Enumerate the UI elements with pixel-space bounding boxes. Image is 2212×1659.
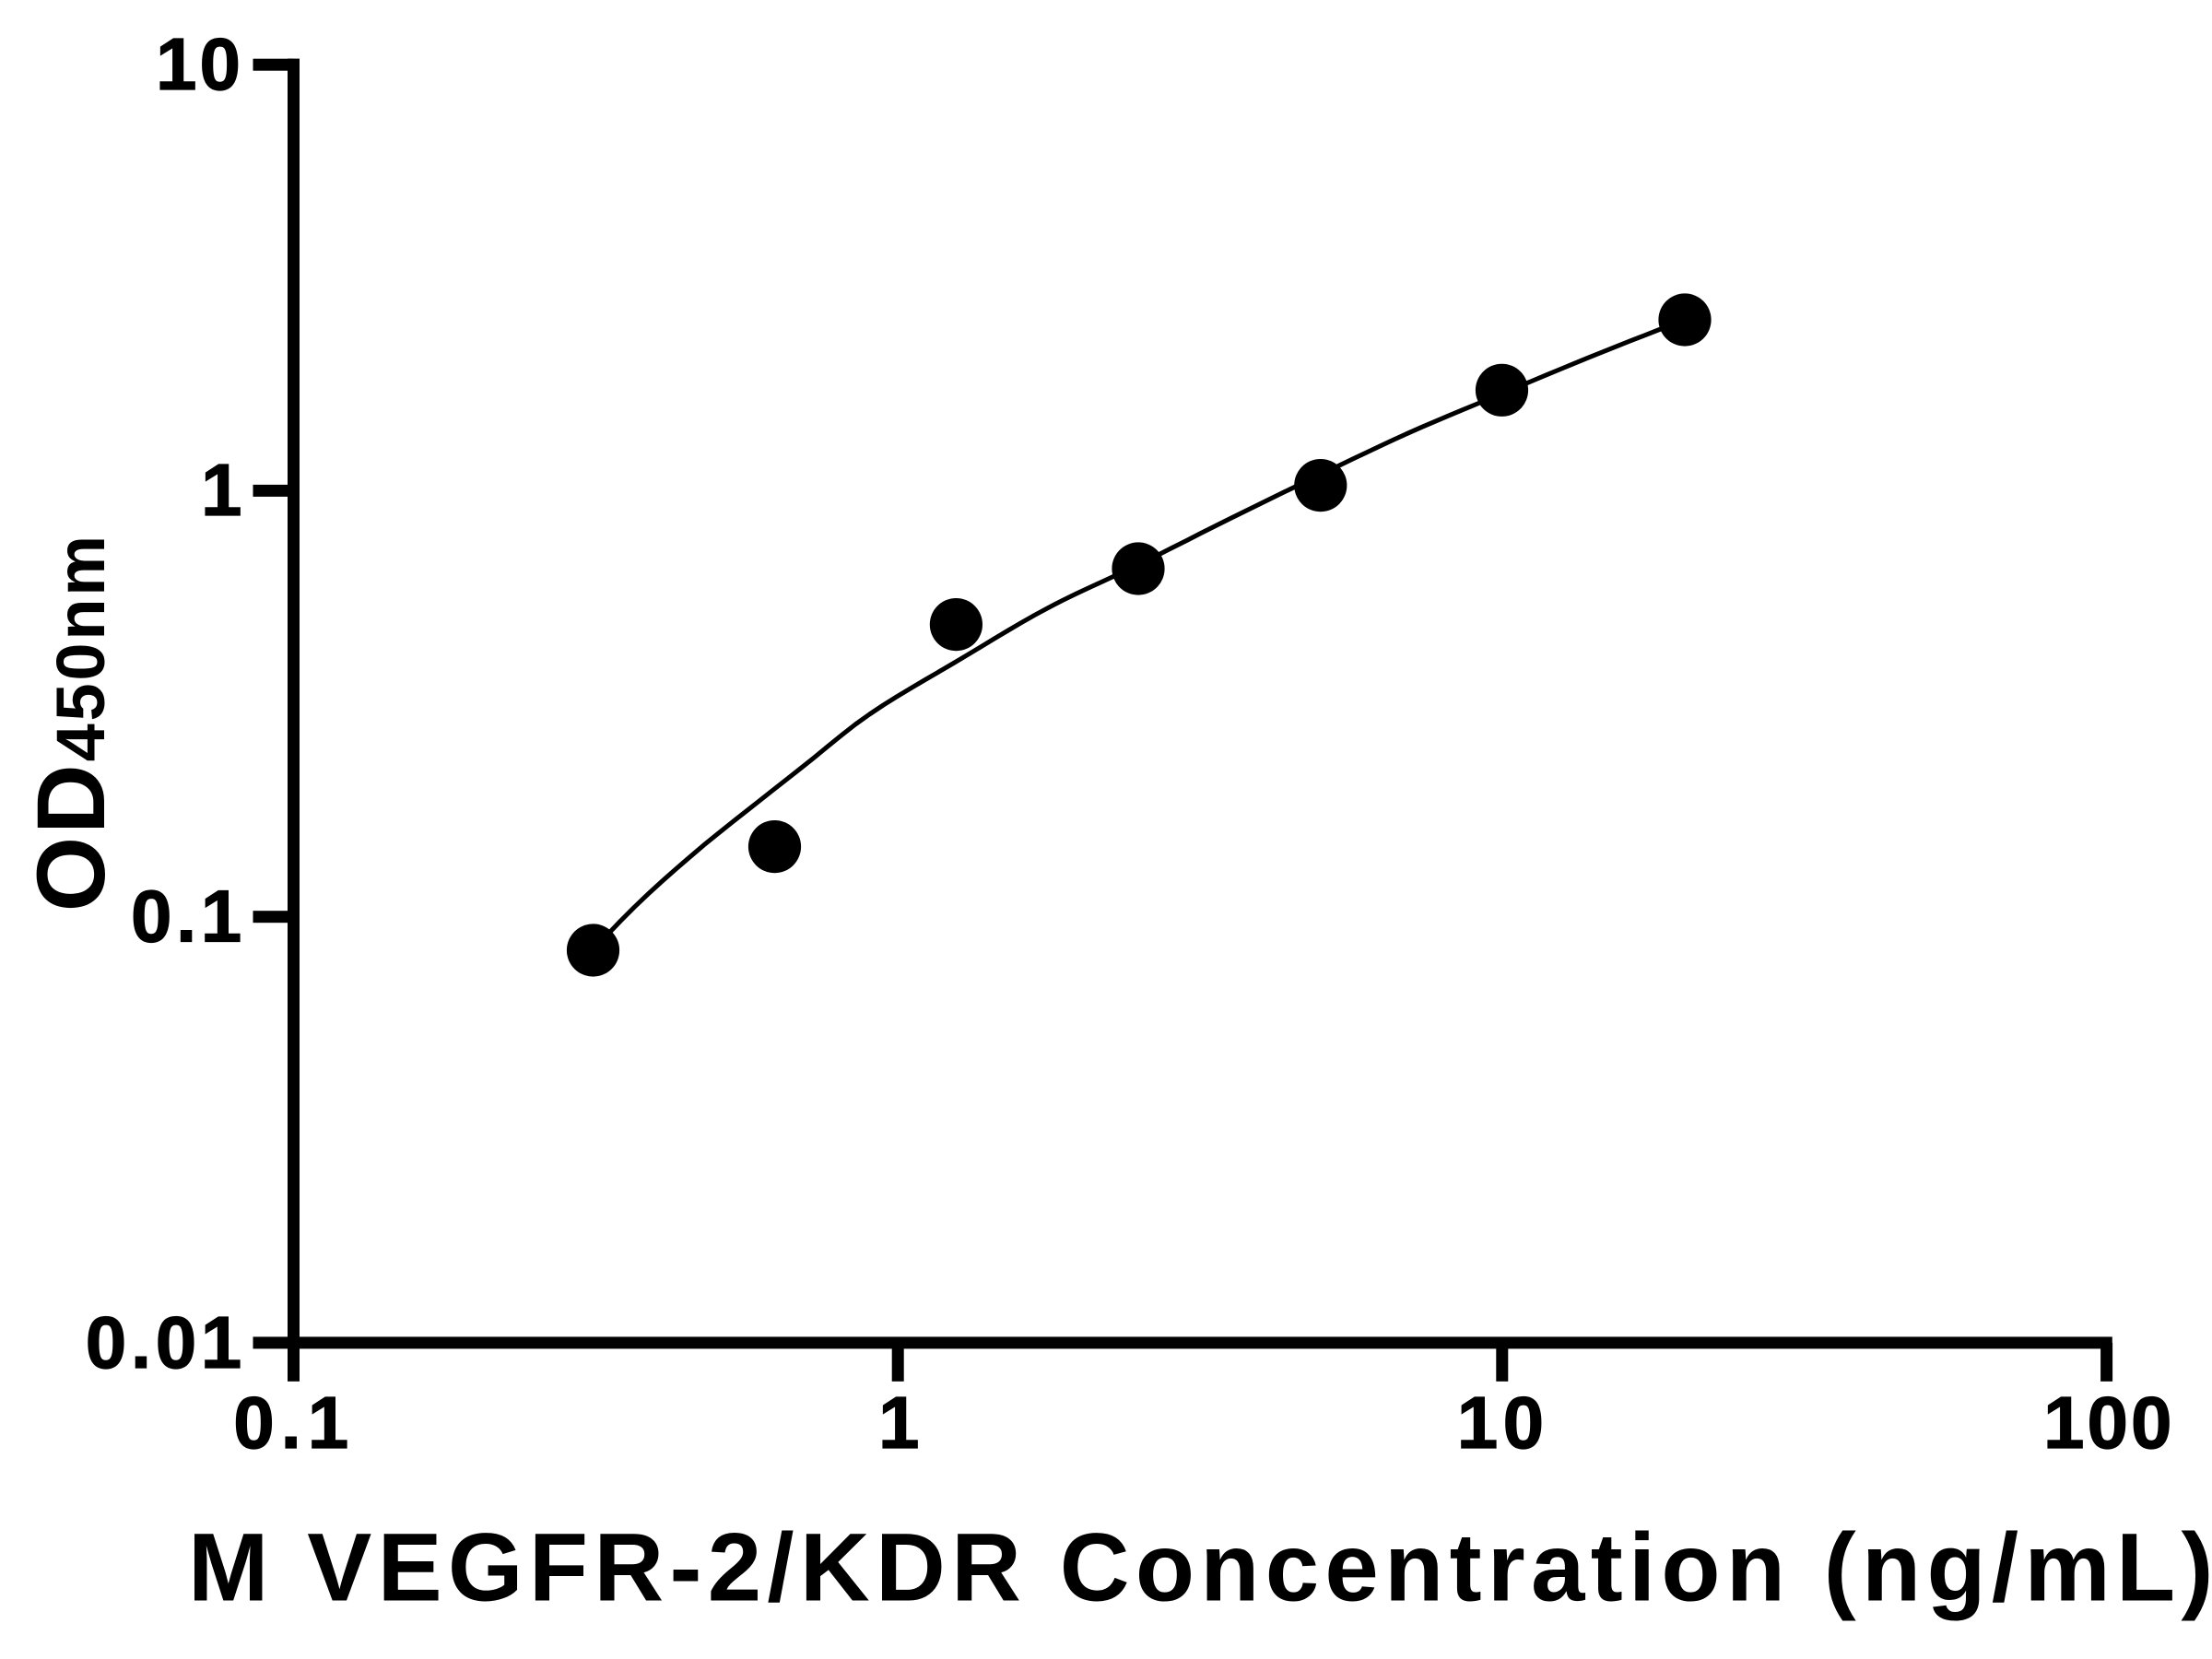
- svg-text:0.1: 0.1: [131, 876, 246, 958]
- svg-text:0.01: 0.01: [86, 1301, 246, 1383]
- svg-text:1: 1: [201, 449, 242, 531]
- svg-text:M VEGFR-2/KDR Concentration (n: M VEGFR-2/KDR Concentration (ng/mL): [188, 1514, 2212, 1622]
- svg-text:1: 1: [878, 1382, 920, 1464]
- svg-text:10: 10: [1457, 1382, 1549, 1464]
- svg-text:10: 10: [156, 23, 243, 105]
- svg-text:100: 100: [2043, 1382, 2174, 1464]
- svg-text:0.1: 0.1: [233, 1382, 355, 1464]
